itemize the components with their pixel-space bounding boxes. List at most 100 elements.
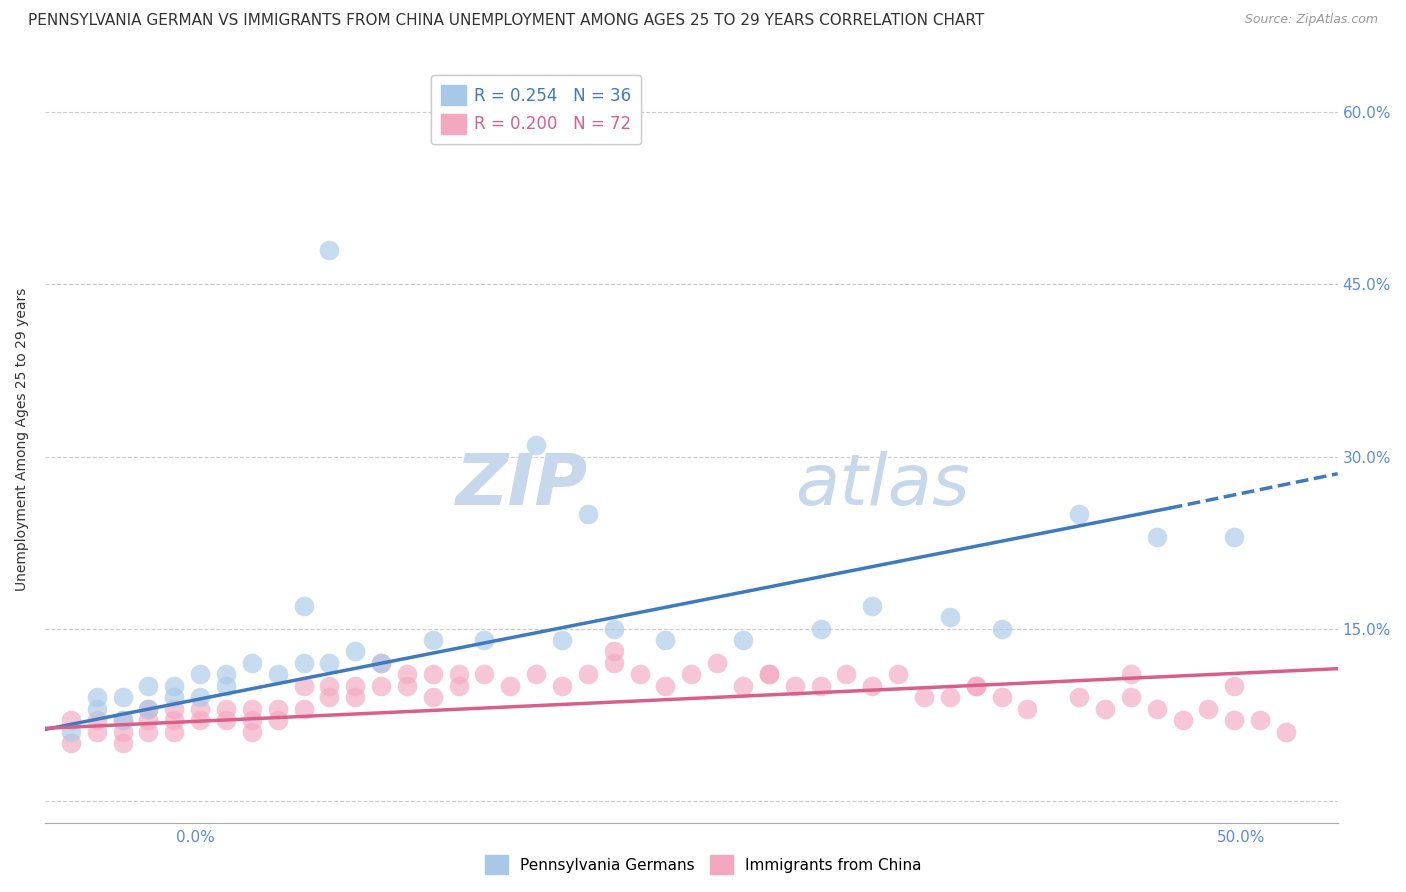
Point (370, 679, 392, 693)
Point (240, 702, 263, 716)
Point (59, 724, 82, 739)
Point (1249, 713, 1271, 727)
Point (681, 667, 703, 681)
Point (163, 679, 186, 693)
Point (344, 690, 367, 705)
Point (318, 690, 340, 705)
Point (292, 702, 315, 716)
Point (551, 679, 574, 693)
Point (1197, 702, 1219, 716)
Point (939, 610, 962, 624)
Point (59, 736, 82, 750)
Point (603, 656, 626, 670)
Point (1275, 724, 1298, 739)
Point (215, 702, 238, 716)
Point (1119, 690, 1142, 705)
Point (1119, 667, 1142, 681)
Point (111, 690, 134, 705)
Point (990, 622, 1012, 636)
Point (138, 702, 160, 716)
Point (654, 632, 676, 647)
Point (188, 713, 211, 727)
Point (1171, 713, 1194, 727)
Point (1069, 507, 1091, 521)
Point (163, 713, 186, 727)
Point (318, 656, 340, 670)
Point (395, 679, 418, 693)
Text: Source: ZipAtlas.com: Source: ZipAtlas.com (1244, 13, 1378, 27)
Point (86, 690, 108, 705)
Point (912, 690, 935, 705)
Point (551, 632, 574, 647)
Point (603, 644, 626, 658)
Point (138, 702, 160, 716)
Point (499, 679, 522, 693)
Point (240, 713, 263, 727)
Point (138, 713, 160, 727)
Point (810, 679, 832, 693)
Point (138, 679, 160, 693)
Point (603, 622, 626, 636)
Point (240, 724, 263, 739)
Point (111, 724, 134, 739)
Point (524, 438, 547, 452)
Point (422, 667, 444, 681)
Point (266, 667, 288, 681)
Point (810, 622, 832, 636)
Point (1146, 702, 1168, 716)
Point (163, 724, 186, 739)
Point (370, 656, 392, 670)
Point (266, 702, 288, 716)
Point (576, 507, 599, 521)
Point (706, 656, 728, 670)
Point (731, 679, 754, 693)
Point (628, 667, 651, 681)
Text: 50.0%: 50.0% (1218, 830, 1265, 845)
Point (370, 656, 392, 670)
Point (1094, 702, 1116, 716)
Point (939, 690, 962, 705)
Point (1223, 530, 1246, 544)
Point (188, 690, 211, 705)
Point (111, 713, 134, 727)
Point (215, 679, 238, 693)
Point (447, 679, 470, 693)
Point (524, 667, 547, 681)
Point (654, 679, 676, 693)
Point (422, 632, 444, 647)
Point (188, 667, 211, 681)
Point (395, 667, 418, 681)
Point (835, 667, 858, 681)
Point (1223, 679, 1246, 693)
Point (1146, 530, 1168, 544)
Point (447, 667, 470, 681)
Point (731, 632, 754, 647)
Text: ZIP: ZIP (456, 451, 588, 520)
Point (292, 656, 315, 670)
Point (758, 667, 780, 681)
Point (111, 713, 134, 727)
Point (474, 632, 496, 647)
Point (266, 713, 288, 727)
Point (138, 724, 160, 739)
Point (1223, 713, 1246, 727)
Point (86, 713, 108, 727)
Legend: Pennsylvania Germans, Immigrants from China: Pennsylvania Germans, Immigrants from Ch… (478, 849, 928, 880)
Point (758, 667, 780, 681)
Point (59, 713, 82, 727)
Point (990, 690, 1012, 705)
Point (860, 679, 883, 693)
Point (965, 679, 987, 693)
Point (344, 644, 367, 658)
Point (215, 667, 238, 681)
Point (344, 679, 367, 693)
Point (576, 667, 599, 681)
Point (163, 702, 186, 716)
Point (86, 702, 108, 716)
Text: PENNSYLVANIA GERMAN VS IMMIGRANTS FROM CHINA UNEMPLOYMENT AMONG AGES 25 TO 29 YE: PENNSYLVANIA GERMAN VS IMMIGRANTS FROM C… (28, 13, 984, 29)
Point (318, 679, 340, 693)
Point (783, 679, 806, 693)
Point (1069, 690, 1091, 705)
Point (86, 724, 108, 739)
Point (215, 713, 238, 727)
